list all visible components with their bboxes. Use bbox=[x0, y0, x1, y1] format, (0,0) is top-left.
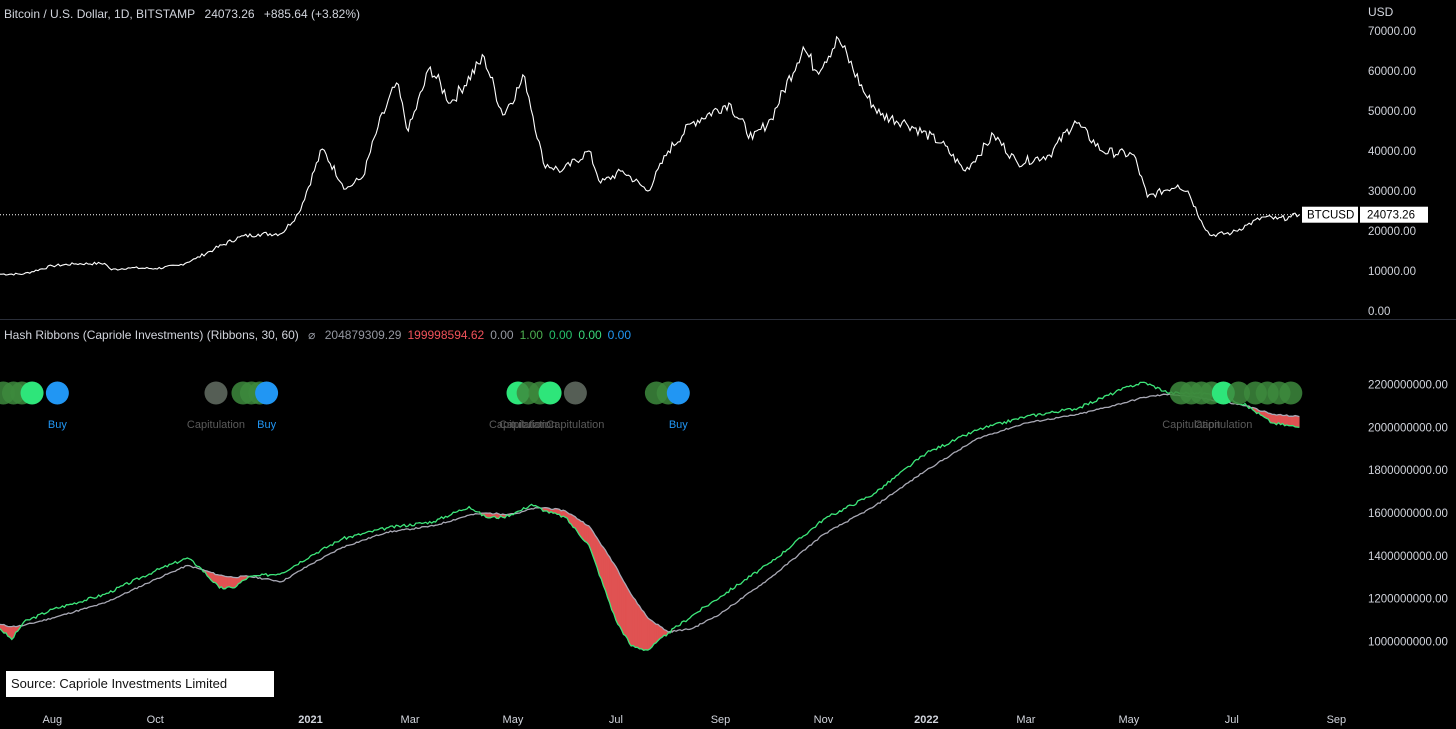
ribbon-fill-segment bbox=[659, 625, 663, 639]
indicator-values: 204879309.29 199998594.62 0.00 1.00 0.00 0.00… bbox=[325, 328, 637, 342]
indicator-value: 0.00 bbox=[490, 328, 514, 342]
ribbon-fill-segment bbox=[1296, 415, 1300, 428]
ribbon-fill-segment bbox=[1294, 415, 1298, 428]
btcusd-price-line bbox=[0, 35, 1300, 276]
price-tag-value: 24073.26 bbox=[1367, 210, 1415, 222]
ribbon-fill-segment bbox=[653, 621, 657, 645]
x-axis: Aug Oct 2021 Mar May Jul Sep Nov 2022 Mar May Jul Se… bbox=[43, 714, 1347, 726]
indicator-axis-tick: 2000000000.00 bbox=[1368, 422, 1448, 434]
x-axis-tick: 2022 bbox=[914, 714, 938, 726]
ribbon-fill-segment bbox=[637, 602, 640, 650]
price-axis-tick: 10000.00 bbox=[1368, 266, 1416, 278]
price-axis-tick: 50000.00 bbox=[1368, 106, 1416, 118]
price-axis-tick: 60000.00 bbox=[1368, 66, 1416, 78]
buy-label: Buy bbox=[257, 419, 276, 431]
price-axis-tick: 20000.00 bbox=[1368, 226, 1416, 238]
x-axis-tick: Aug bbox=[43, 714, 63, 726]
indicator-value: 0.00 bbox=[548, 328, 573, 342]
indicator-pane: 2200000000.00 2000000000.00 1800000000.00 1… bbox=[0, 379, 1448, 651]
ribbon-fill-segment bbox=[651, 620, 655, 649]
capitulation-label: Capitulation bbox=[187, 419, 245, 431]
x-axis-tick: Mar bbox=[1016, 714, 1035, 726]
indicator-axis-tick: 1200000000.00 bbox=[1368, 594, 1448, 606]
ribbon-fill-segment bbox=[598, 540, 602, 581]
price-pane: 70000.00 60000.00 50000.00 40000.00 30000.00… bbox=[0, 26, 1428, 318]
ribbon-fill-segment bbox=[1288, 415, 1292, 426]
x-axis-tick: 2021 bbox=[298, 714, 322, 726]
currency-label: USD bbox=[1368, 5, 1394, 19]
ribbon-fill-segment bbox=[649, 619, 653, 650]
price-tag-value-box bbox=[1360, 206, 1428, 223]
ribbon-fill-segment bbox=[643, 610, 647, 651]
capitulation-label: Capitulation bbox=[1194, 419, 1252, 431]
signal-buy-circle bbox=[666, 381, 690, 405]
indicator-value: 0.00 bbox=[578, 328, 602, 342]
capitulation-label: Capitulation bbox=[499, 419, 557, 431]
indicator-axis-tick: 1000000000.00 bbox=[1368, 637, 1448, 649]
price-axis-tick: 40000.00 bbox=[1368, 146, 1416, 158]
ribbon-fill-segment bbox=[1290, 415, 1294, 427]
price-axis-tick: 70000.00 bbox=[1368, 26, 1416, 38]
indicator-header: Hash Ribbons (Capriole Investments) (Rib… bbox=[4, 328, 643, 342]
ribbon-fill-segment bbox=[647, 617, 651, 651]
x-axis-tick: Nov bbox=[814, 714, 834, 726]
indicator-value: 0.00 bbox=[607, 328, 632, 342]
ribbon-fill-segment bbox=[1271, 414, 1275, 424]
source-label: Source: Capriole Investments Limited bbox=[6, 671, 274, 697]
x-axis-tick: May bbox=[1118, 714, 1139, 726]
ribbon-fill-segment bbox=[1284, 414, 1288, 427]
capitulation-label: Capitulation bbox=[546, 419, 604, 431]
ribbon-fill-segment bbox=[632, 596, 636, 648]
symbol-header: Bitcoin / U.S. Dollar, 1D, BITSTAMP 2407… bbox=[4, 7, 366, 21]
x-axis-tick: May bbox=[503, 714, 524, 726]
ribbon-fill-segment bbox=[645, 614, 649, 651]
last-price: 24073.26 bbox=[204, 7, 255, 21]
fast-ribbon-line bbox=[0, 381, 1300, 651]
x-axis-tick: Jul bbox=[1225, 714, 1239, 726]
eye-off-icon[interactable]: ⌀ bbox=[308, 328, 316, 342]
slow-ribbon-line bbox=[0, 393, 1300, 633]
x-axis-tick: Jul bbox=[609, 714, 623, 726]
price-tag-symbol-box bbox=[1302, 206, 1358, 223]
x-axis-tick: Oct bbox=[147, 714, 164, 726]
ribbon-fill-segment bbox=[613, 562, 617, 621]
signal-dark-circle bbox=[1279, 381, 1303, 405]
buy-label: Buy bbox=[669, 419, 688, 431]
signal-green-circle bbox=[538, 381, 562, 405]
capitulation-label: Capitulation bbox=[1162, 419, 1220, 431]
price-change: +885.64 (+3.82%) bbox=[263, 7, 360, 21]
ribbon-fill-segment bbox=[607, 553, 610, 603]
indicator-axis-tick: 1800000000.00 bbox=[1368, 465, 1448, 477]
ribbon-fill-segment bbox=[611, 560, 615, 614]
indicator-title[interactable]: Hash Ribbons (Capriole Investments) (Rib… bbox=[4, 328, 299, 342]
signal-dark-circle bbox=[1227, 381, 1251, 405]
signal-green-circle bbox=[20, 381, 44, 405]
indicator-axis-tick: 1400000000.00 bbox=[1368, 551, 1448, 563]
signal-gray-circle bbox=[563, 381, 587, 405]
ribbon-fill-segment bbox=[630, 593, 634, 647]
price-axis-tick: 30000.00 bbox=[1368, 186, 1416, 198]
ribbon-fill-segment bbox=[641, 609, 645, 651]
signal-buy-circle bbox=[45, 381, 69, 405]
x-axis-tick: Mar bbox=[401, 714, 420, 726]
x-axis-tick: Sep bbox=[1327, 714, 1347, 726]
ribbon-fill-segment bbox=[639, 604, 642, 650]
price-axis-tick: 0.00 bbox=[1368, 306, 1390, 318]
signal-gray-circle bbox=[204, 381, 228, 405]
indicator-value: 204879309.29 bbox=[324, 328, 402, 342]
indicator-axis-tick: 2200000000.00 bbox=[1368, 379, 1448, 391]
symbol-title[interactable]: Bitcoin / U.S. Dollar, 1D, BITSTAMP bbox=[4, 7, 196, 21]
capitulation-label: Capitulation bbox=[489, 419, 547, 431]
indicator-value: 199998594.62 bbox=[407, 328, 485, 342]
ribbon-fill-segment bbox=[634, 599, 638, 648]
indicator-axis-tick: 1600000000.00 bbox=[1368, 508, 1448, 520]
indicator-value: 1.00 bbox=[519, 328, 543, 342]
x-axis-tick: Sep bbox=[711, 714, 731, 726]
signal-buy-circle bbox=[255, 381, 279, 405]
ribbon-fill-segment bbox=[603, 546, 606, 591]
buy-label: Buy bbox=[48, 419, 67, 431]
price-tag-symbol: BTCUSD bbox=[1307, 210, 1354, 222]
